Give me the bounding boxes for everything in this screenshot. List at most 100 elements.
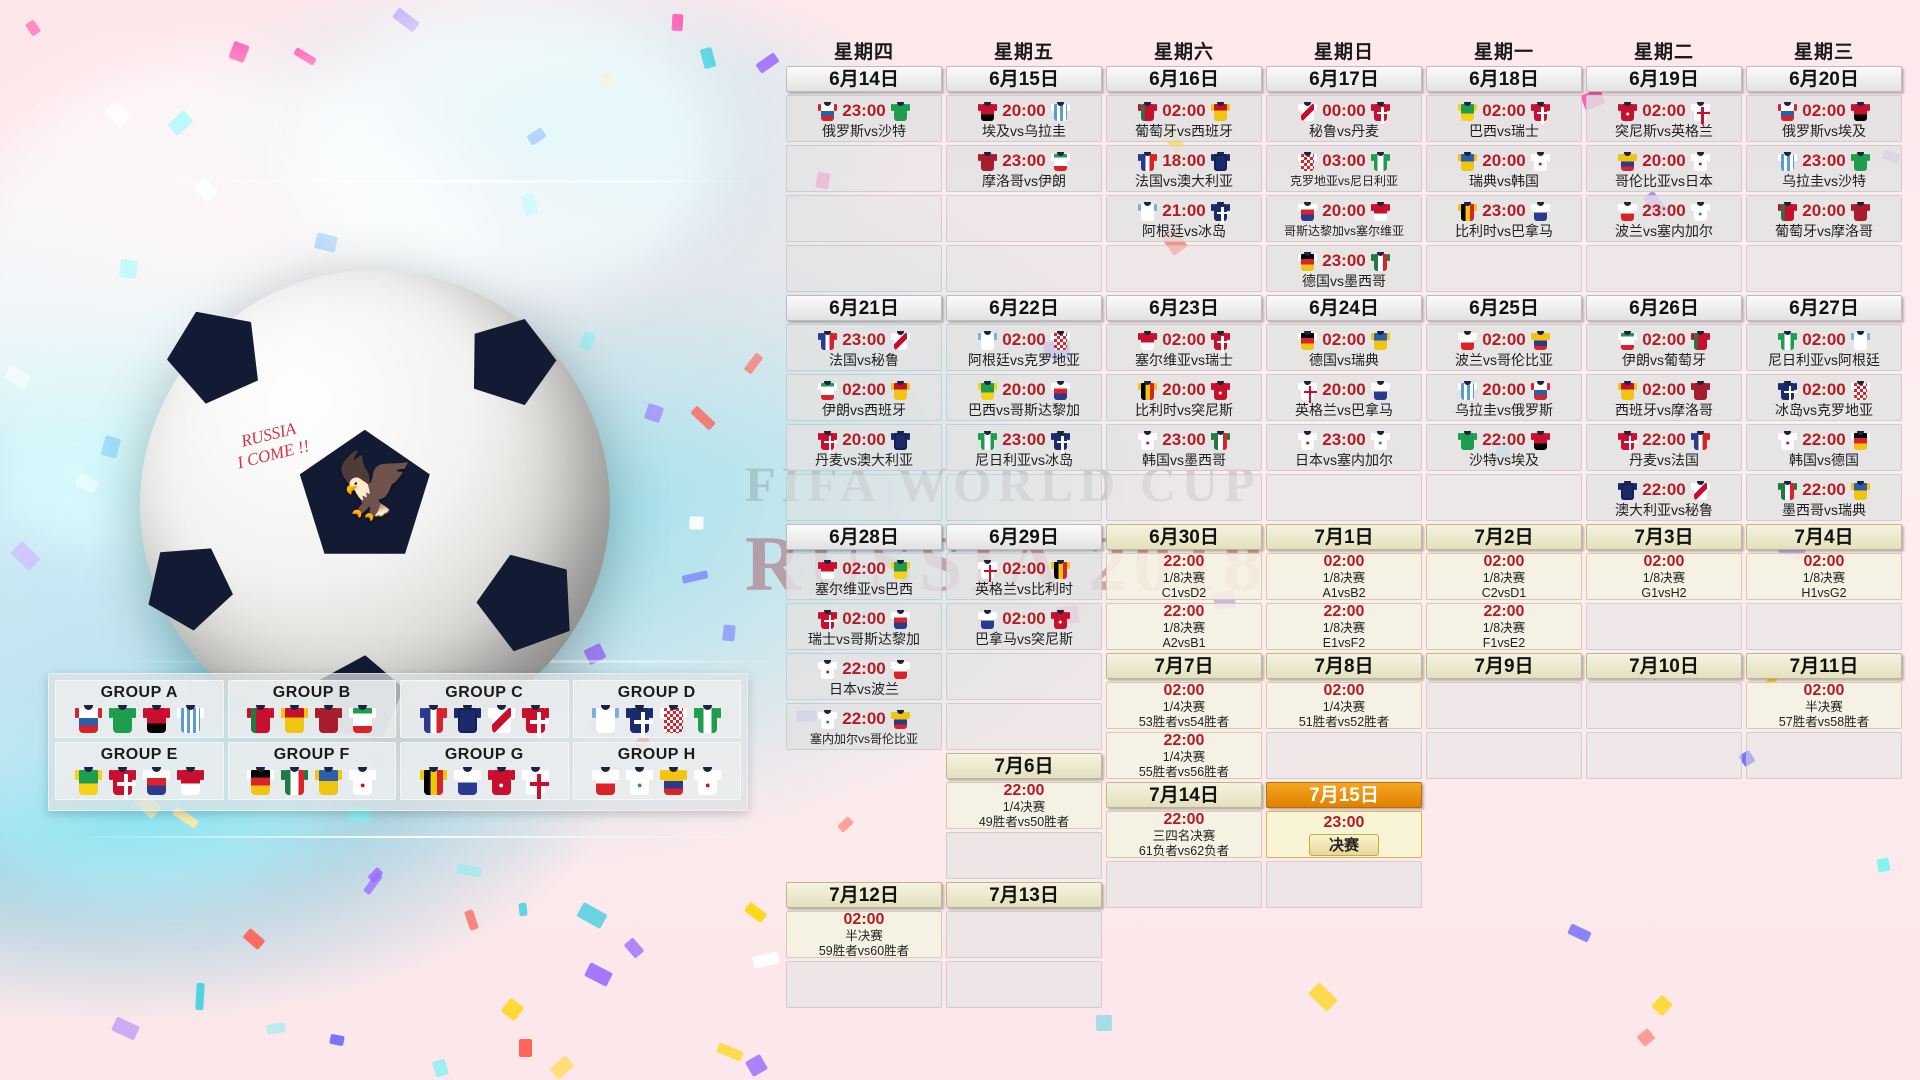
match-cell[interactable]: 20:00 哥斯达黎加vs塞尔维亚 [1266,195,1422,242]
date-header[interactable]: 6月27日 [1746,295,1902,321]
match-cell[interactable]: 00:00 秘鲁vs丹麦 [1266,95,1422,142]
match-cell[interactable]: 22:00 丹麦vs法国 [1586,424,1742,471]
group-box-group-e[interactable]: GROUP E [55,742,224,800]
match-cell[interactable]: 20:00 葡萄牙vs摩洛哥 [1746,195,1902,242]
date-header[interactable]: 6月23日 [1106,295,1262,321]
knockout-match-cell[interactable]: 22:00 1/4决赛 49胜者vs50胜者 [946,782,1102,829]
date-header[interactable]: 7月10日 [1586,653,1742,679]
match-cell[interactable]: 20:00 丹麦vs澳大利亚 [786,424,942,471]
match-cell[interactable]: 02:00 塞尔维亚vs巴西 [786,553,942,600]
date-header[interactable]: 6月26日 [1586,295,1742,321]
match-cell[interactable]: ● 02:00 突尼斯vs英格兰 [1586,95,1742,142]
date-header[interactable]: 6月20日 [1746,66,1902,92]
match-cell[interactable]: 21:00 阿根廷vs冰岛 [1106,195,1262,242]
date-header[interactable]: 7月14日 [1106,782,1262,808]
match-cell[interactable]: 23:00 法国vs秘鲁 [786,324,942,371]
match-cell[interactable]: 23:00 乌拉圭vs沙特 [1746,145,1902,192]
match-cell[interactable]: 02:00 ● 巴拿马vs突尼斯 [946,603,1102,650]
match-cell[interactable]: 20:00 巴西vs哥斯达黎加 [946,374,1102,421]
date-header[interactable]: 7月8日 [1266,653,1422,679]
knockout-match-cell[interactable]: 02:00 半决赛 59胜者vs60胜者 [786,911,942,958]
knockout-match-cell[interactable]: 22:00 1/8决赛 C1vsD2 [1106,553,1262,600]
match-cell[interactable]: ● 22:00 塞内加尔vs哥伦比亚 [786,703,942,750]
match-cell[interactable]: 03:00 克罗地亚vs尼日利亚 [1266,145,1422,192]
date-header[interactable]: 6月22日 [946,295,1102,321]
match-cell[interactable]: 02:00 俄罗斯vs埃及 [1746,95,1902,142]
match-cell[interactable]: 23:00 德国vs墨西哥 [1266,245,1422,292]
date-header[interactable]: 7月4日 [1746,524,1902,550]
date-header[interactable]: 6月14日 [786,66,942,92]
date-header[interactable]: 6月17日 [1266,66,1422,92]
knockout-match-cell[interactable]: 02:00 1/8决赛 C2vsD1 [1426,553,1582,600]
match-cell[interactable]: ● 23:00 韩国vs墨西哥 [1106,424,1262,471]
knockout-match-cell[interactable]: 02:00 1/8决赛 H1vsG2 [1746,553,1902,600]
match-cell[interactable]: 23:00 比利时vs巴拿马 [1426,195,1582,242]
date-header[interactable]: 7月13日 [946,882,1102,908]
match-cell[interactable]: ● 22:00 日本vs波兰 [786,653,942,700]
knockout-match-cell[interactable]: 22:00 1/4决赛 55胜者vs56胜者 [1106,732,1262,779]
match-cell[interactable]: 02:00 伊朗vs西班牙 [786,374,942,421]
match-cell[interactable]: 02:00 德国vs瑞典 [1266,324,1422,371]
match-cell[interactable]: 02:00 巴西vs瑞士 [1426,95,1582,142]
match-cell[interactable]: 02:00 阿根廷vs克罗地亚 [946,324,1102,371]
match-cell[interactable]: 22:00 澳大利亚vs秘鲁 [1586,474,1742,521]
match-cell[interactable]: 23:00 俄罗斯vs沙特 [786,95,942,142]
date-header[interactable]: 6月19日 [1586,66,1742,92]
match-cell[interactable]: 02:00 伊朗vs葡萄牙 [1586,324,1742,371]
date-header[interactable]: 7月2日 [1426,524,1582,550]
knockout-match-cell[interactable]: 02:00 1/8决赛 A1vsB2 [1266,553,1422,600]
match-cell[interactable]: 20:00 ● 哥伦比亚vs日本 [1586,145,1742,192]
knockout-match-cell[interactable]: 02:00 1/8决赛 G1vsH2 [1586,553,1742,600]
date-header[interactable]: 7月11日 [1746,653,1902,679]
group-box-group-a[interactable]: GROUP A [55,680,224,738]
match-cell[interactable]: 02:00 塞尔维亚vs瑞士 [1106,324,1262,371]
match-cell[interactable]: 02:00 波兰vs哥伦比亚 [1426,324,1582,371]
group-box-group-f[interactable]: GROUP F ● [228,742,397,800]
match-cell[interactable]: 20:00 英格兰vs巴拿马 [1266,374,1422,421]
knockout-match-cell[interactable]: 22:00 1/8决赛 A2vsB1 [1106,603,1262,650]
date-header[interactable]: 6月30日 [1106,524,1262,550]
date-header[interactable]: 6月24日 [1266,295,1422,321]
match-cell[interactable]: 20:00 ● 比利时vs突尼斯 [1106,374,1262,421]
match-cell[interactable]: 20:00 埃及vs乌拉圭 [946,95,1102,142]
group-box-group-d[interactable]: GROUP D [573,680,742,738]
match-cell[interactable]: 18:00 法国vs澳大利亚 [1106,145,1262,192]
knockout-match-cell[interactable]: 02:00 半决赛 57胜者vs58胜者 [1746,682,1902,729]
match-cell[interactable]: 23:00 尼日利亚vs冰岛 [946,424,1102,471]
match-cell[interactable]: ● 22:00 韩国vs德国 [1746,424,1902,471]
group-box-group-g[interactable]: GROUP G ● [400,742,569,800]
match-cell[interactable]: 23:00 摩洛哥vs伊朗 [946,145,1102,192]
match-cell[interactable]: 02:00 葡萄牙vs西班牙 [1106,95,1262,142]
match-cell[interactable]: 02:00 瑞士vs哥斯达黎加 [786,603,942,650]
match-cell[interactable]: 23:00 ● 波兰vs塞内加尔 [1586,195,1742,242]
match-cell[interactable]: ● 23:00 ● 日本vs塞内加尔 [1266,424,1422,471]
date-header[interactable]: 7月7日 [1106,653,1262,679]
match-cell[interactable]: 20:00 乌拉圭vs俄罗斯 [1426,374,1582,421]
match-cell[interactable]: 22:00 沙特vs埃及 [1426,424,1582,471]
knockout-match-cell[interactable]: 02:00 1/4决赛 51胜者vs52胜者 [1266,682,1422,729]
knockout-match-cell[interactable]: 22:00 1/8决赛 F1vsE2 [1426,603,1582,650]
date-header[interactable]: 6月21日 [786,295,942,321]
date-header[interactable]: 6月28日 [786,524,942,550]
date-header[interactable]: 7月1日 [1266,524,1422,550]
match-cell[interactable]: 02:00 尼日利亚vs阿根廷 [1746,324,1902,371]
date-header[interactable]: 6月18日 [1426,66,1582,92]
date-header[interactable]: 7月6日 [946,753,1102,779]
knockout-match-cell[interactable]: 02:00 1/4决赛 53胜者vs54胜者 [1106,682,1262,729]
final-match-cell[interactable]: 23:00 决赛 [1266,811,1422,858]
match-cell[interactable]: 02:00 英格兰vs比利时 [946,553,1102,600]
group-box-group-h[interactable]: GROUP H ● ● [573,742,742,800]
group-box-group-c[interactable]: GROUP C [400,680,569,738]
date-header[interactable]: 6月25日 [1426,295,1582,321]
date-header[interactable]: 6月16日 [1106,66,1262,92]
date-header[interactable]: 7月9日 [1426,653,1582,679]
group-box-group-b[interactable]: GROUP B [228,680,397,738]
match-cell[interactable]: 02:00 冰岛vs克罗地亚 [1746,374,1902,421]
match-cell[interactable]: 02:00 西班牙vs摩洛哥 [1586,374,1742,421]
date-header[interactable]: 6月15日 [946,66,1102,92]
date-header[interactable]: 7月3日 [1586,524,1742,550]
match-cell[interactable]: 20:00 ● 瑞典vs韩国 [1426,145,1582,192]
date-header[interactable]: 7月15日 [1266,782,1422,808]
match-cell[interactable]: 22:00 墨西哥vs瑞典 [1746,474,1902,521]
date-header[interactable]: 6月29日 [946,524,1102,550]
